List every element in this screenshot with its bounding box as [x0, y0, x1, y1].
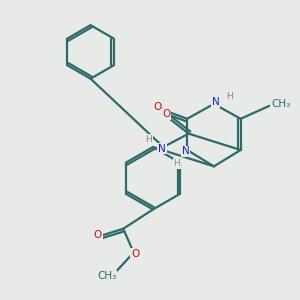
Text: N: N [212, 98, 219, 107]
Text: CH₃: CH₃ [97, 271, 116, 281]
Text: CH₃: CH₃ [271, 99, 290, 109]
Text: O: O [153, 102, 162, 112]
Text: O: O [162, 109, 170, 119]
Text: N: N [182, 146, 190, 157]
Text: O: O [94, 230, 102, 240]
Text: H: H [173, 159, 180, 168]
Text: O: O [131, 249, 139, 259]
Text: H: H [145, 135, 152, 144]
Text: N: N [158, 143, 166, 154]
Text: H: H [226, 92, 233, 101]
